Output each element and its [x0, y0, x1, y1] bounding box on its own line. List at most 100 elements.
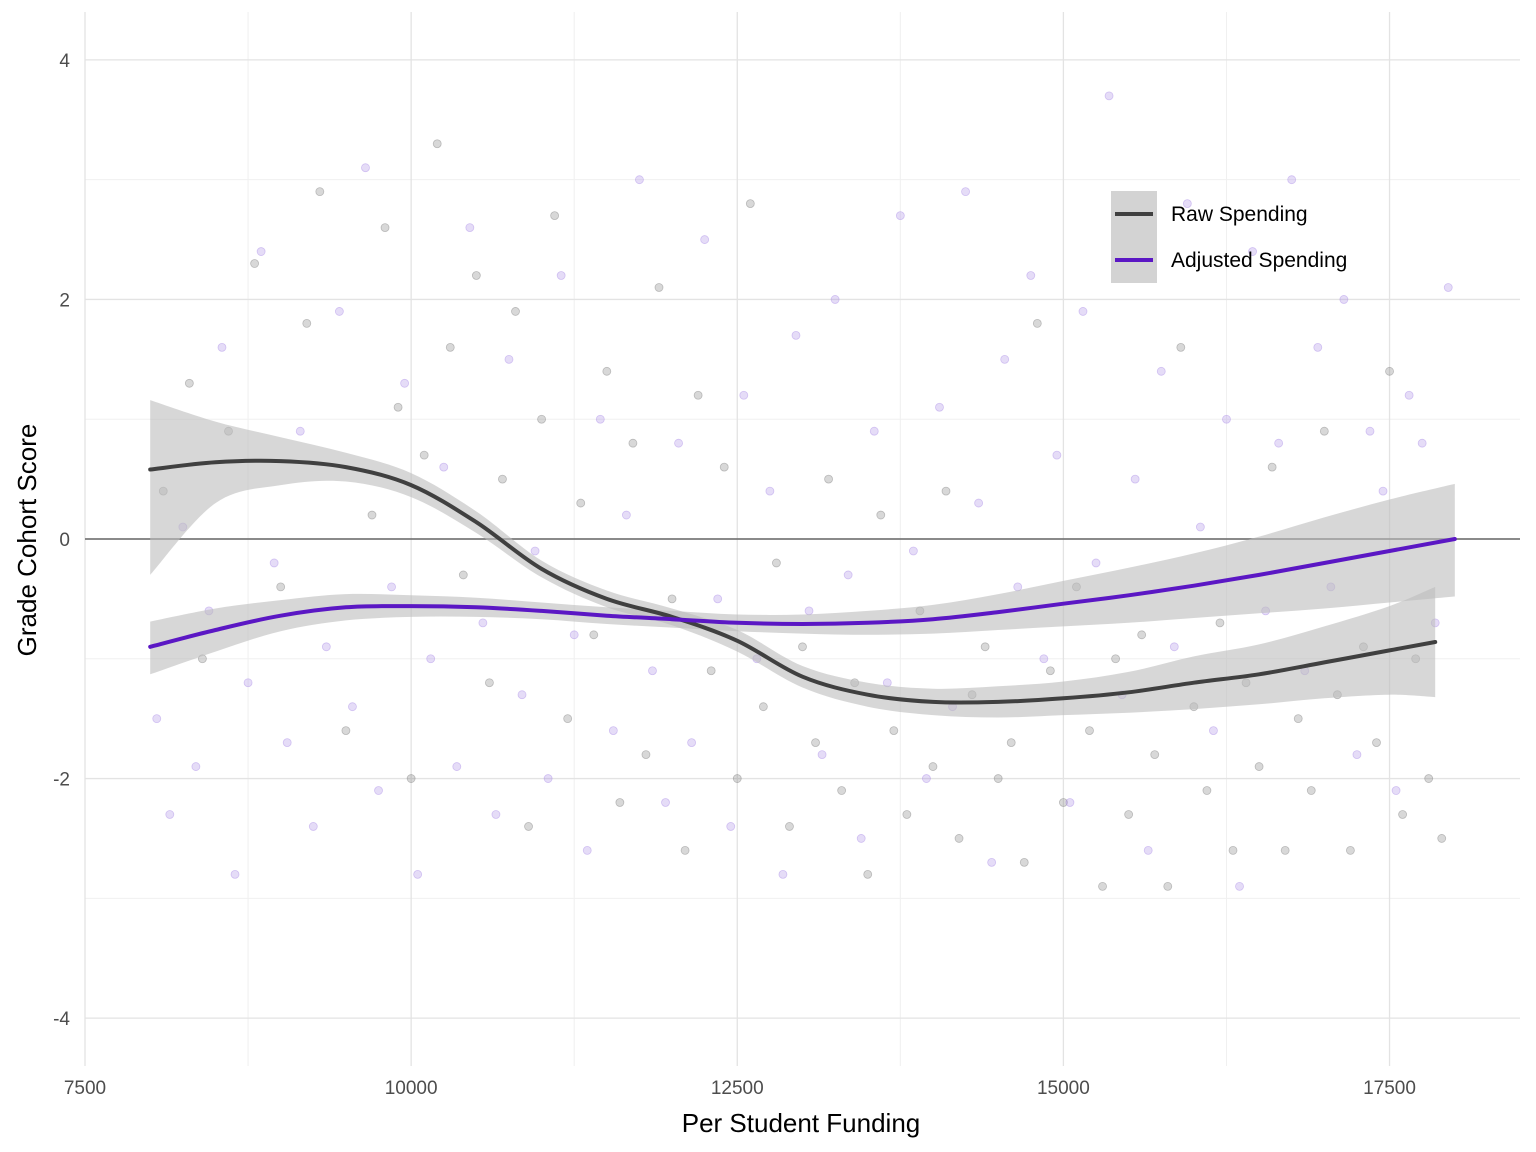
- scatter-point: [1254, 762, 1264, 771]
- scatter-point: [485, 678, 494, 688]
- scatter-point: [191, 762, 201, 771]
- scatter-point: [1000, 354, 1010, 364]
- scatter-point: [582, 846, 592, 855]
- scatter-point: [282, 738, 292, 748]
- scatter-point: [902, 810, 912, 819]
- scatter-point: [1267, 462, 1277, 472]
- scatter-point: [1222, 414, 1231, 424]
- scatter-point: [1228, 846, 1238, 855]
- scatter-point: [334, 307, 344, 316]
- scatter-point: [961, 187, 970, 197]
- scatter-point: [341, 726, 351, 736]
- scatter-point: [530, 546, 540, 556]
- y-tick-label: 0: [59, 530, 70, 551]
- scatter-point: [1143, 846, 1153, 855]
- scatter-point: [458, 570, 468, 580]
- scatter-point: [1085, 726, 1094, 736]
- scatter-point: [1098, 881, 1107, 891]
- scatter-point: [1124, 810, 1134, 819]
- scatter-point: [576, 498, 586, 508]
- scatter-point: [543, 774, 553, 783]
- scatter-point: [1215, 618, 1225, 628]
- scatter-point: [380, 223, 390, 232]
- scatter-point: [1352, 750, 1362, 759]
- scatter-point: [256, 247, 266, 256]
- scatter-point: [993, 774, 1003, 783]
- scatter-point: [863, 869, 873, 879]
- scatter-point: [432, 139, 442, 149]
- scatter-point: [1104, 91, 1114, 101]
- scatter-point: [445, 342, 455, 352]
- scatter-point: [452, 762, 462, 771]
- scatter-point: [1039, 654, 1049, 664]
- scatter-point: [393, 402, 403, 412]
- scatter-point: [308, 822, 318, 831]
- scatter-point: [504, 354, 514, 364]
- scatter-point: [1078, 307, 1088, 316]
- scatter-point: [745, 199, 755, 209]
- scatter-point: [426, 654, 436, 664]
- scatter-point: [348, 702, 357, 712]
- scatter-point: [524, 822, 533, 831]
- scatter-point: [413, 869, 423, 879]
- scatter-point: [1339, 295, 1349, 304]
- smooth-line-raw: [148, 458, 1438, 705]
- scatter-point: [315, 187, 325, 197]
- scatter-point: [641, 750, 651, 759]
- scatter-point: [869, 426, 879, 436]
- y-tick-label: -2: [53, 770, 70, 791]
- scatter-point: [1235, 881, 1244, 891]
- scatter-point: [406, 774, 416, 783]
- scatter-point: [1404, 390, 1414, 400]
- scatter-point: [1032, 319, 1042, 328]
- scatter-point: [152, 714, 162, 724]
- scatter-point: [569, 630, 579, 640]
- scatter-point: [1209, 726, 1218, 736]
- scatter-point: [772, 558, 781, 568]
- smooth-line-adjusted: [148, 537, 1457, 649]
- scatter-point: [439, 462, 449, 472]
- scatter-point: [1045, 666, 1055, 676]
- scatter-point: [498, 474, 507, 484]
- scatter-point: [491, 810, 501, 819]
- scatter-point: [843, 570, 853, 580]
- scatter-point: [243, 678, 253, 688]
- scatter-point: [1163, 881, 1173, 891]
- scatter-point: [680, 846, 690, 855]
- scatter-point: [387, 582, 396, 592]
- scatter-point: [556, 271, 566, 280]
- scatter-point: [471, 271, 481, 280]
- scatter-point: [804, 606, 814, 616]
- scatter-point: [1006, 738, 1016, 748]
- scatter-point: [1346, 846, 1355, 855]
- scatter-point: [1026, 271, 1036, 280]
- scatter-point: [895, 211, 905, 221]
- scatter-point: [276, 582, 286, 592]
- scatter-point: [1169, 642, 1179, 652]
- scatter-point: [791, 330, 801, 340]
- scatter-point: [302, 319, 312, 328]
- scatter-point: [628, 438, 638, 448]
- scatter-point: [1398, 810, 1407, 819]
- scatter-point: [1391, 786, 1401, 795]
- x-tick-label: 7500: [64, 1078, 106, 1099]
- scatter-point: [1156, 366, 1166, 376]
- scatter-point: [361, 163, 370, 173]
- scatter-point: [1052, 450, 1062, 460]
- legend-label: Adjusted Spending: [1171, 249, 1347, 272]
- scatter-point: [321, 642, 331, 652]
- scatter-point: [589, 630, 599, 640]
- scatter-point: [1091, 558, 1101, 568]
- scatter-point: [608, 726, 618, 736]
- y-tick-label: -4: [53, 1009, 70, 1030]
- scatter-point: [824, 474, 833, 484]
- scatter-point: [602, 366, 612, 376]
- scatter-point: [980, 642, 990, 652]
- legend: Raw Spending Adjusted Spending: [1111, 191, 1347, 283]
- scatter-point: [1443, 283, 1453, 292]
- scatter-point: [1424, 774, 1434, 783]
- scatter-point: [1019, 857, 1029, 867]
- scatter-point: [674, 438, 683, 448]
- scatter-point: [693, 390, 703, 400]
